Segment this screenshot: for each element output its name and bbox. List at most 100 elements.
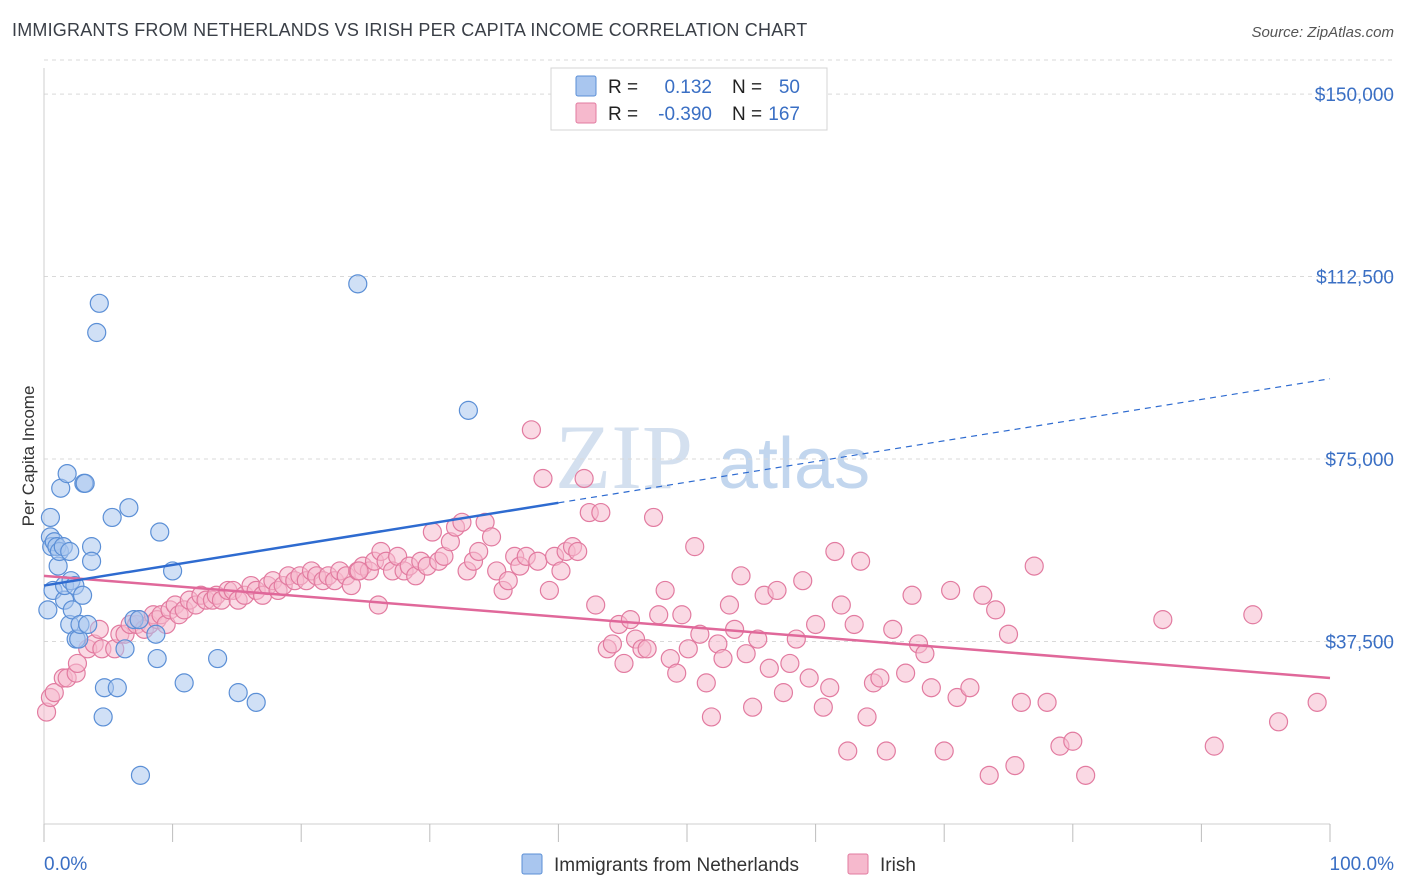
netherlands-point — [87, 322, 107, 343]
irish-points — [36, 420, 1327, 785]
legend-r-value-1: 0.132 — [664, 77, 712, 98]
irish-point — [941, 580, 961, 601]
netherlands-point — [40, 507, 61, 528]
irish-point — [1076, 765, 1096, 785]
legend-r-label-2: R = — [608, 104, 638, 125]
legend-swatch-irish — [575, 102, 597, 124]
irish-point — [773, 683, 794, 703]
irish-point — [780, 653, 800, 674]
irish-point — [655, 580, 675, 601]
netherlands-point — [107, 678, 127, 698]
grid-lines — [44, 59, 1394, 643]
irish-point — [934, 741, 954, 761]
irish-point — [551, 561, 571, 581]
irish-point — [742, 697, 763, 717]
netherlands-trend-line — [43, 501, 559, 587]
irish-point — [649, 605, 669, 625]
chart-title: IMMIGRANTS FROM NETHERLANDS VS IRISH PER… — [12, 20, 808, 40]
irish-point — [620, 610, 641, 630]
legend-n-label-1: N = — [732, 77, 762, 98]
irish-point — [851, 551, 871, 571]
legend-n-value-2: 167 — [768, 104, 800, 125]
bottom-legend-swatch-irish — [847, 853, 869, 875]
y-tick-label: $112,500 — [1316, 268, 1394, 289]
irish-point — [452, 512, 472, 532]
legend-r-label-1: R = — [608, 77, 638, 98]
irish-point — [883, 619, 903, 639]
irish-point — [67, 653, 88, 674]
irish-point — [767, 580, 787, 601]
irish-point — [844, 614, 864, 635]
netherlands-point — [57, 464, 77, 484]
irish-point — [799, 668, 819, 688]
legend-r-value-2: -0.390 — [658, 104, 712, 125]
bottom-legend-label-netherlands: Immigrants from Netherlands — [554, 855, 799, 876]
x-tick-min: 0.0% — [44, 854, 87, 875]
netherlands-points — [38, 274, 478, 785]
netherlands-point — [38, 600, 58, 620]
irish-point — [902, 585, 922, 605]
irish-point — [960, 678, 980, 698]
watermark-zip: ZIP — [555, 406, 693, 508]
irish-point — [574, 468, 594, 489]
netherlands-point — [78, 614, 98, 635]
netherlands-point — [147, 648, 167, 669]
irish-point — [998, 624, 1019, 644]
irish-point — [1011, 692, 1031, 712]
irish-point — [825, 541, 845, 562]
irish-point — [979, 765, 999, 785]
irish-point — [533, 468, 553, 489]
netherlands-point — [174, 673, 194, 693]
irish-point — [793, 571, 813, 591]
irish-point — [701, 707, 722, 727]
irish-point — [736, 644, 756, 664]
irish-point — [469, 541, 489, 562]
irish-point — [947, 687, 967, 708]
irish-point — [1204, 736, 1224, 756]
y-axis-title: Per Capita Income — [19, 386, 38, 527]
netherlands-point — [115, 639, 135, 659]
irish-point — [1005, 756, 1025, 776]
irish-point — [896, 663, 916, 683]
irish-point — [1268, 712, 1289, 732]
netherlands-trend-extension — [558, 378, 1331, 504]
irish-point — [44, 683, 64, 703]
netherlands-point — [348, 274, 368, 294]
bottom-legend-label-irish: Irish — [880, 855, 916, 876]
irish-point — [637, 639, 657, 659]
netherlands-point — [228, 683, 248, 703]
netherlands-point — [81, 551, 102, 571]
netherlands-point — [246, 692, 266, 712]
irish-point — [602, 634, 623, 654]
irish-trend-line — [43, 574, 1331, 680]
irish-point — [831, 595, 851, 615]
irish-point — [614, 653, 634, 674]
irish-point — [870, 668, 890, 688]
y-tick-label: $37,500 — [1325, 633, 1394, 654]
irish-point — [731, 566, 751, 586]
x-tick-max: 100.0% — [1330, 854, 1395, 875]
netherlands-point — [150, 522, 170, 542]
netherlands-point — [130, 765, 151, 785]
y-tick-labels: $37,500 $75,000 $112,500 $150,000 — [1315, 85, 1394, 653]
irish-point — [586, 595, 606, 615]
irish-point — [498, 571, 518, 591]
irish-point — [921, 678, 941, 698]
chart-source: Source: ZipAtlas.com — [1251, 24, 1394, 41]
legend-swatch-netherlands — [575, 75, 597, 97]
netherlands-point — [89, 293, 109, 313]
irish-point — [713, 648, 733, 669]
y-tick-label: $75,000 — [1325, 450, 1394, 471]
y-tick-label: $150,000 — [1315, 85, 1394, 106]
irish-point — [1024, 556, 1044, 576]
irish-point — [1063, 731, 1083, 751]
netherlands-point — [93, 707, 113, 727]
irish-point — [349, 561, 369, 581]
netherlands-point — [146, 624, 166, 644]
bottom-legend: Immigrants from Netherlands Irish — [521, 853, 916, 876]
irish-point — [1037, 692, 1057, 712]
irish-point — [1153, 610, 1173, 630]
irish-point — [690, 624, 710, 644]
watermark-atlas: atlas — [718, 424, 870, 504]
netherlands-point — [458, 400, 478, 420]
